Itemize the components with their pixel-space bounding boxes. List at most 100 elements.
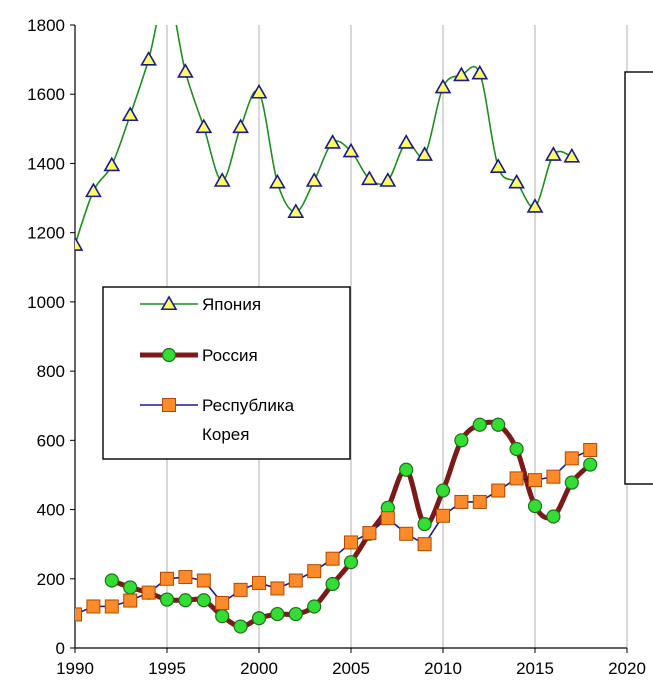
- data-point: [307, 599, 322, 614]
- data-point: [380, 511, 395, 526]
- data-point: [288, 573, 303, 588]
- axes: 0 200 400 600 800 1000 1200 1400 1600 1800 1990 199…: [27, 16, 646, 678]
- data-point: [103, 156, 121, 172]
- data-point: [104, 573, 119, 588]
- data-point: [121, 106, 139, 122]
- data-point: [435, 483, 451, 498]
- data-point: [417, 516, 432, 532]
- data-point: [307, 564, 322, 579]
- data-point: [397, 134, 415, 149]
- data-point: [123, 580, 138, 595]
- data-point: [196, 593, 211, 608]
- x-tick-label: 2005: [332, 659, 370, 678]
- data-point: [583, 443, 598, 458]
- y-tick-label: 1600: [27, 85, 65, 104]
- y-tick-label: 1400: [27, 154, 65, 173]
- data-point: [546, 509, 561, 524]
- y-tick-label: 1800: [27, 16, 65, 35]
- y-tick-label: 600: [37, 431, 65, 450]
- legend-label: Япония: [202, 295, 261, 314]
- data-point: [75, 607, 82, 622]
- data-point: [436, 508, 450, 523]
- data-point: [379, 172, 397, 187]
- data-point: [434, 78, 452, 94]
- data-point: [178, 593, 193, 608]
- data-point: [215, 596, 230, 611]
- y-tick-label: 200: [37, 570, 65, 589]
- data-point: [75, 236, 84, 251]
- data-point: [305, 172, 323, 187]
- data-point: [178, 570, 193, 585]
- series-1: [104, 417, 598, 634]
- data-point: [215, 609, 230, 624]
- data-point: [509, 441, 524, 457]
- data-point: [140, 50, 157, 66]
- y-tick-label: 1000: [27, 293, 65, 312]
- data-point: [344, 535, 358, 550]
- data-point: [362, 526, 377, 541]
- data-point: [213, 172, 231, 187]
- legend-label: Россия: [202, 346, 258, 365]
- data-point: [196, 573, 211, 588]
- data-point: [195, 118, 213, 134]
- data-point: [232, 118, 249, 134]
- data-point: [454, 494, 469, 509]
- right-box: [624, 71, 653, 485]
- data-point: [472, 417, 487, 432]
- series-layer: [75, 25, 598, 634]
- data-point: [564, 475, 579, 490]
- legend-box: [102, 286, 351, 460]
- data-point: [86, 599, 101, 614]
- series-line: [75, 25, 573, 246]
- y-tick-label: 800: [37, 362, 65, 381]
- data-point: [270, 581, 285, 596]
- data-point: [269, 173, 286, 189]
- data-point: [509, 471, 524, 486]
- data-point: [417, 537, 432, 552]
- data-point: [583, 457, 598, 472]
- data-point: [491, 483, 506, 498]
- data-point: [233, 582, 248, 597]
- data-point: [416, 146, 433, 161]
- data-point: [160, 571, 174, 586]
- legend-marker: [161, 347, 177, 363]
- data-point: [270, 606, 285, 622]
- data-point: [489, 158, 507, 173]
- data-point: [508, 173, 525, 189]
- y-tick-label: 0: [56, 639, 65, 658]
- data-point: [546, 469, 561, 484]
- data-point: [177, 63, 194, 78]
- data-point: [527, 498, 543, 514]
- data-point: [141, 585, 156, 600]
- data-point: [491, 417, 506, 432]
- data-point: [233, 619, 248, 634]
- data-point: [471, 64, 489, 80]
- x-tick-label: 2020: [608, 659, 646, 678]
- data-point: [454, 433, 469, 448]
- legend: Япония Россия Республика Корея: [102, 286, 351, 460]
- x-tick-label: 2000: [240, 659, 278, 678]
- data-point: [563, 147, 581, 163]
- legend-label: Корея: [202, 425, 249, 444]
- data-point: [159, 592, 175, 607]
- data-point: [252, 575, 266, 590]
- x-tick-label: 1990: [56, 659, 94, 678]
- data-point: [288, 606, 303, 622]
- data-point: [399, 526, 414, 541]
- data-point: [399, 462, 414, 477]
- data-point: [324, 134, 341, 149]
- data-point: [528, 473, 542, 488]
- legend-marker: [162, 398, 176, 412]
- data-point: [325, 576, 340, 592]
- data-point: [250, 83, 268, 99]
- data-point: [287, 203, 305, 218]
- legend-label: Республика: [202, 396, 295, 415]
- data-point: [472, 494, 487, 509]
- x-tick-label: 2010: [424, 659, 462, 678]
- series-0: [75, 25, 581, 251]
- data-point: [123, 593, 138, 608]
- x-tick-label: 1995: [148, 659, 186, 678]
- data-point: [85, 182, 102, 198]
